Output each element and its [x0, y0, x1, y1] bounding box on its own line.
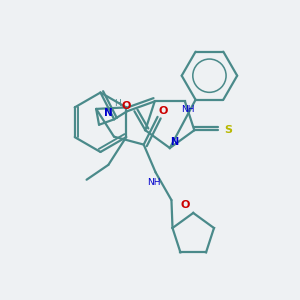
Text: H: H	[114, 99, 120, 108]
Text: N: N	[104, 108, 112, 118]
Text: N: N	[170, 137, 178, 147]
Text: O: O	[122, 101, 131, 111]
Text: O: O	[181, 200, 190, 210]
Text: O: O	[159, 106, 168, 116]
Text: NH: NH	[147, 178, 160, 187]
Text: S: S	[224, 125, 232, 135]
Text: NH: NH	[181, 105, 195, 114]
